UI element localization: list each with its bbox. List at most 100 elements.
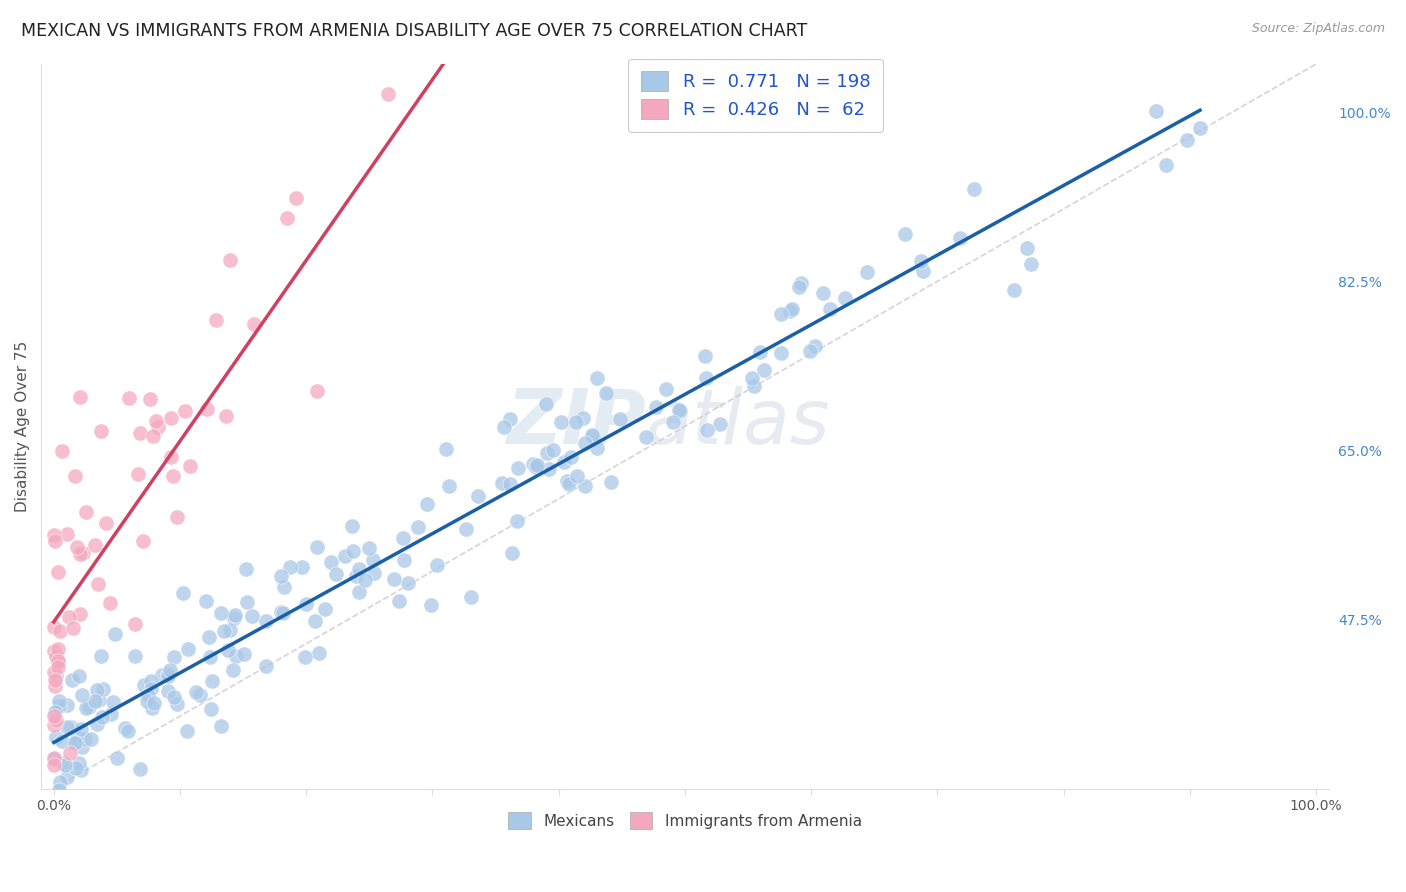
Point xyxy=(66,731,89,745)
Point xyxy=(56,698,79,713)
Point xyxy=(90,424,112,438)
Point xyxy=(270,605,292,619)
Point xyxy=(59,721,82,735)
Point xyxy=(609,412,631,426)
Point xyxy=(571,411,593,425)
Point xyxy=(1175,133,1198,147)
Point xyxy=(634,430,657,444)
Point xyxy=(89,693,111,707)
Point xyxy=(62,621,84,635)
Point xyxy=(494,420,516,434)
Point xyxy=(45,713,67,727)
Point xyxy=(655,382,678,396)
Point xyxy=(541,442,564,457)
Point xyxy=(1144,104,1167,119)
Point xyxy=(59,747,82,761)
Point xyxy=(392,553,415,567)
Point xyxy=(65,761,87,775)
Point xyxy=(69,607,91,621)
Point xyxy=(179,458,201,473)
Point xyxy=(48,693,70,707)
Point xyxy=(177,642,200,657)
Point xyxy=(770,346,793,360)
Point xyxy=(60,673,83,688)
Point xyxy=(305,384,328,398)
Point xyxy=(75,505,97,519)
Point xyxy=(86,717,108,731)
Point xyxy=(536,446,558,460)
Point xyxy=(45,730,67,744)
Text: Source: ZipAtlas.com: Source: ZipAtlas.com xyxy=(1251,22,1385,36)
Point xyxy=(127,467,149,481)
Point xyxy=(195,594,218,608)
Point xyxy=(86,576,108,591)
Point xyxy=(553,455,575,469)
Point xyxy=(58,610,80,624)
Point xyxy=(58,797,80,811)
Point xyxy=(501,546,523,560)
Point xyxy=(499,412,522,426)
Point xyxy=(284,191,307,205)
Point xyxy=(600,475,623,489)
Point xyxy=(172,585,194,599)
Point xyxy=(128,762,150,776)
Point xyxy=(90,648,112,663)
Point xyxy=(142,429,165,443)
Point xyxy=(434,442,457,457)
Point xyxy=(163,649,186,664)
Point xyxy=(491,476,513,491)
Point xyxy=(799,344,821,359)
Point xyxy=(173,404,195,418)
Point xyxy=(101,696,124,710)
Point xyxy=(538,462,561,476)
Point xyxy=(363,566,385,580)
Point xyxy=(662,415,685,429)
Point xyxy=(188,689,211,703)
Point xyxy=(779,303,801,318)
Point xyxy=(209,606,232,620)
Point xyxy=(75,701,97,715)
Point xyxy=(396,576,419,591)
Point xyxy=(42,718,65,732)
Point xyxy=(388,594,411,608)
Point xyxy=(752,363,775,377)
Point xyxy=(789,276,811,290)
Point xyxy=(499,477,522,491)
Point xyxy=(48,699,70,714)
Point xyxy=(645,400,668,414)
Point xyxy=(49,775,72,789)
Point xyxy=(162,469,184,483)
Point xyxy=(63,468,86,483)
Point xyxy=(56,527,79,541)
Point xyxy=(42,708,65,723)
Point xyxy=(70,688,93,702)
Point xyxy=(235,562,257,576)
Point xyxy=(243,318,266,332)
Point xyxy=(70,739,93,754)
Point xyxy=(45,649,67,664)
Point xyxy=(70,722,93,736)
Point xyxy=(273,581,295,595)
Point xyxy=(574,436,596,450)
Point xyxy=(55,720,77,734)
Point xyxy=(361,552,384,566)
Text: ZIP: ZIP xyxy=(506,385,647,459)
Point xyxy=(42,527,65,541)
Point xyxy=(200,702,222,716)
Point xyxy=(695,371,717,385)
Point xyxy=(160,450,183,464)
Point xyxy=(159,411,181,425)
Point xyxy=(46,654,69,668)
Point xyxy=(342,519,364,533)
Point xyxy=(894,227,917,241)
Point xyxy=(1019,257,1042,271)
Point xyxy=(276,211,298,226)
Point xyxy=(536,397,558,411)
Point xyxy=(565,468,588,483)
Point xyxy=(910,254,932,268)
Point xyxy=(84,538,107,552)
Point xyxy=(582,428,605,442)
Point xyxy=(44,805,66,820)
Point xyxy=(156,668,179,682)
Point xyxy=(426,558,449,572)
